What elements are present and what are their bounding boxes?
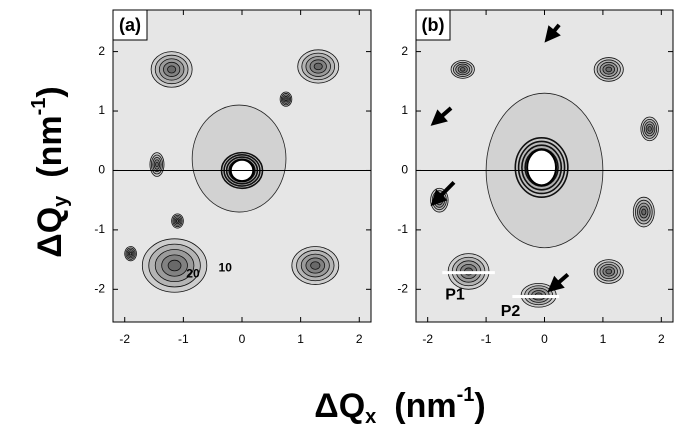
y-tick-label: -1 <box>94 222 105 236</box>
contour <box>155 161 159 168</box>
y-tick-label: -2 <box>397 281 408 295</box>
y-tick-label: -1 <box>397 222 408 236</box>
x-tick-label: 0 <box>239 332 246 346</box>
contours <box>124 49 340 293</box>
x-tick-label: 0 <box>541 332 548 346</box>
x-tick-label: 1 <box>297 332 304 346</box>
contour <box>313 62 323 71</box>
panel-label: (b) <box>422 15 445 35</box>
contour <box>310 261 321 270</box>
contour <box>167 259 182 272</box>
arrow-head <box>544 25 561 43</box>
x-tick-label: -1 <box>481 332 492 346</box>
contours <box>430 57 659 308</box>
contour <box>175 219 180 223</box>
x-axis-label: ΔQx (nm-1) <box>314 384 485 428</box>
y-tick-label: 0 <box>98 163 105 177</box>
contour <box>605 268 613 275</box>
panel: -2 -1 0 1 2 -2 -1 0 1 2 (b) P1 P2 <box>397 9 674 346</box>
annotation: P1 <box>445 286 465 303</box>
y-tick-label: 1 <box>98 103 105 117</box>
x-tick-label: -1 <box>178 332 189 346</box>
y-tick-label: 0 <box>401 163 408 177</box>
contour <box>647 126 652 132</box>
panel: -2 -1 0 1 2 -2 -1 0 1 2 (a) 20 10 <box>94 9 372 346</box>
panel-label: (a) <box>119 15 141 35</box>
x-tick-label: 2 <box>356 332 363 346</box>
annotation: P2 <box>501 303 521 320</box>
contour <box>167 65 177 74</box>
contour-core <box>526 148 558 187</box>
x-tick-label: -2 <box>119 332 130 346</box>
arrow-head <box>547 275 565 293</box>
y-tick-label: 1 <box>401 103 408 117</box>
contour <box>129 251 133 256</box>
contour <box>605 66 613 73</box>
contour <box>284 97 288 101</box>
arrow-head <box>430 109 448 126</box>
arrow-head <box>430 189 448 207</box>
y-tick-label: 2 <box>98 44 105 58</box>
y-tick-label: 2 <box>401 44 408 58</box>
annotation: 20 <box>186 267 200 281</box>
annotation: 10 <box>219 261 233 275</box>
y-axis-label: ΔQy(nm-1) <box>28 86 72 257</box>
x-tick-label: 1 <box>600 332 607 346</box>
panel-label-box <box>112 9 148 41</box>
panel-label-box <box>415 9 451 41</box>
x-tick-label: -2 <box>422 332 433 346</box>
contour <box>459 67 466 72</box>
y-tick-label: -2 <box>94 281 105 295</box>
x-tick-label: 2 <box>658 332 665 346</box>
contour <box>641 208 647 216</box>
